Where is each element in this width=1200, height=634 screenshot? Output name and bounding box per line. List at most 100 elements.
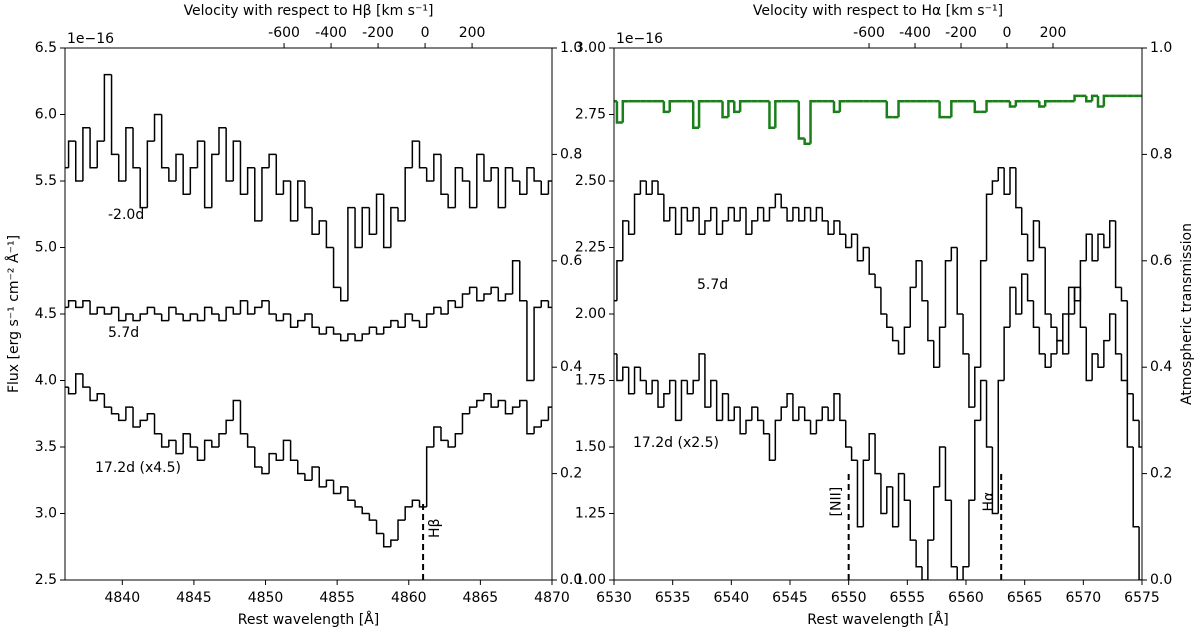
spectrum-step <box>938 446 946 487</box>
spectrum-step <box>704 220 711 235</box>
y2-tick-label: 0.8 <box>560 146 582 162</box>
spectrum-step <box>774 419 782 461</box>
spectrum-step <box>809 99 817 144</box>
spectrum-step <box>686 207 694 222</box>
spectrum-step <box>1050 314 1057 329</box>
spectrum-step <box>103 73 112 142</box>
spectrum-step <box>232 307 241 315</box>
y2-tick-label: 1.0 <box>560 40 582 56</box>
spectrum-step <box>418 141 427 169</box>
spectrum-step <box>897 99 905 118</box>
series-label: 17.2d (x2.5) <box>633 435 719 451</box>
x-tick-label: 4865 <box>463 590 499 606</box>
spectrum-step <box>1126 300 1134 395</box>
y-tick-label: 2.25 <box>575 240 606 256</box>
spectrum-step <box>968 353 975 408</box>
spectrum-step <box>862 246 870 261</box>
spectrum-step <box>1044 353 1052 368</box>
x2-tick-label: 0 <box>421 25 430 41</box>
spectrum-step <box>404 313 413 328</box>
spectrum-step <box>762 207 770 222</box>
spectrum-step <box>132 407 141 428</box>
spectrum-step <box>668 99 676 112</box>
spectrum-step <box>82 373 91 388</box>
spectrum-step <box>239 400 248 435</box>
spectrum-step <box>1038 101 1046 108</box>
spectrum-step <box>203 306 212 321</box>
spectrum-step <box>404 506 413 521</box>
spectrum-step <box>304 473 313 481</box>
series-label: 5.7d <box>108 325 139 341</box>
spectrum-step <box>715 380 723 422</box>
spectrum-step <box>663 393 670 408</box>
spectrum-step <box>311 207 320 235</box>
y2-axis-label: Atmospheric transmission <box>1179 223 1195 405</box>
spectrum-step <box>261 166 270 221</box>
spectrum-step <box>89 387 98 402</box>
spectrum-step <box>1056 339 1063 354</box>
y-tick-label: 2.75 <box>575 107 606 123</box>
spectrum-step <box>139 313 148 321</box>
spectrum-step <box>1020 207 1028 235</box>
spectrum-step <box>526 300 535 382</box>
spectrum-step <box>621 99 629 123</box>
spectrum-step <box>483 393 492 401</box>
spectrum-step <box>768 433 776 462</box>
spectrum-step <box>809 207 817 222</box>
x-tick-label: 4860 <box>391 590 427 606</box>
spectrum-step <box>454 300 463 309</box>
spectrum-step <box>67 387 76 395</box>
spectrum-step <box>710 206 717 221</box>
spectrum-step <box>874 433 881 475</box>
spectrum-step <box>686 380 694 395</box>
spectrum-step <box>662 101 670 114</box>
spectrum-step <box>874 274 881 289</box>
spectrum-step <box>927 539 934 580</box>
spectrum-step <box>232 140 241 181</box>
spectrum-step <box>616 260 623 301</box>
spectrum-step <box>786 207 793 222</box>
spectrum-step <box>425 313 434 328</box>
spectrum-step <box>1008 101 1016 108</box>
spectrum-step <box>146 306 155 314</box>
spectrum-step <box>203 439 212 461</box>
spectrum-step <box>160 114 169 169</box>
spectrum-step <box>268 300 277 315</box>
spectrum-step <box>254 306 262 314</box>
spectrum-step <box>932 340 940 368</box>
spectrum-step <box>1067 286 1075 314</box>
spectrum-step <box>803 407 811 422</box>
spectrum-step <box>1026 274 1034 302</box>
spectrum-step <box>117 307 126 322</box>
spectrum-step <box>332 480 341 495</box>
spectrum-step <box>1120 287 1128 302</box>
spectrum-step <box>125 127 134 181</box>
spectrum-step <box>886 486 893 514</box>
spectrum-step <box>211 307 219 315</box>
spectrum-step <box>615 101 623 124</box>
spectrum-step <box>239 141 248 196</box>
spectrum-step <box>117 413 126 422</box>
spectrum-step <box>921 260 928 302</box>
x-tick-label: 6555 <box>890 590 926 606</box>
spectrum-step <box>397 519 406 541</box>
spectrum-step <box>680 206 688 235</box>
spectrum-step <box>354 500 363 508</box>
spectrum-step <box>985 380 993 448</box>
series-label: 5.7d <box>697 277 728 293</box>
spectrum-step <box>125 313 134 321</box>
spectrum-step <box>325 326 334 334</box>
spectrum-step <box>1108 220 1116 248</box>
spectrum-step <box>780 406 788 421</box>
spectrum-step <box>318 220 327 235</box>
spectrum-step <box>762 420 770 435</box>
spectrum-step <box>704 353 711 408</box>
plot-frame <box>613 47 1143 581</box>
spectrum-step <box>950 99 958 118</box>
spectrum-step <box>418 320 427 329</box>
spectrum-step <box>411 140 420 168</box>
spectrum-step <box>153 413 162 435</box>
spectrum-step <box>74 300 83 309</box>
spectrum-step <box>1132 393 1140 422</box>
spectrum-step <box>938 326 946 368</box>
